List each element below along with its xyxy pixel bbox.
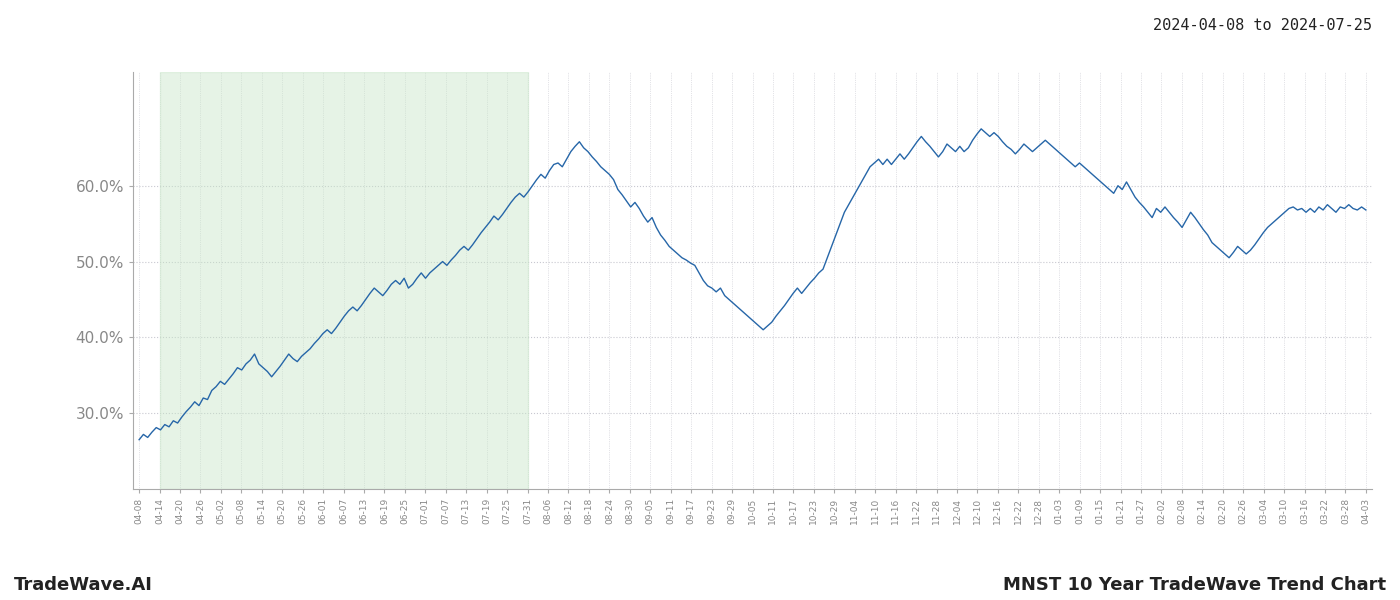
Text: MNST 10 Year TradeWave Trend Chart: MNST 10 Year TradeWave Trend Chart — [1002, 576, 1386, 594]
Bar — [160, 72, 528, 489]
Text: 2024-04-08 to 2024-07-25: 2024-04-08 to 2024-07-25 — [1154, 18, 1372, 33]
Text: TradeWave.AI: TradeWave.AI — [14, 576, 153, 594]
